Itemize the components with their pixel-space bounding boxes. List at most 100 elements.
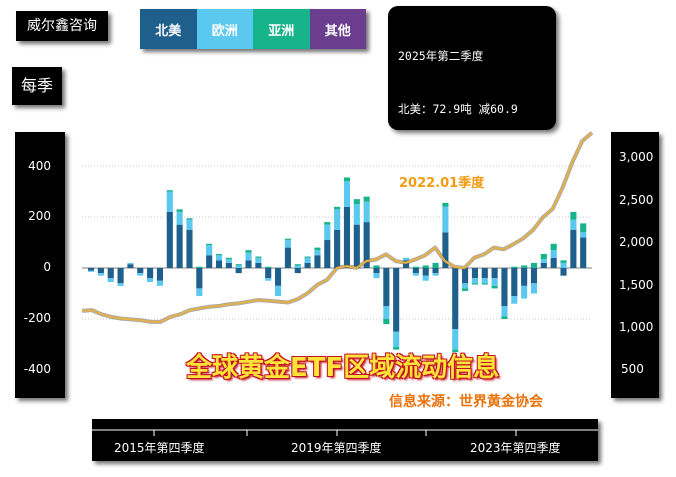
info-line: 欧洲：24.1吨 减13.7 [398,154,518,169]
source-label: 信息来源：世界黄金协会 [389,394,543,410]
bar-segment [422,275,429,281]
bottom-axis-panel: 2015年第四季度 2019年第四季度 2023年第四季度 [92,419,598,461]
bar-segment [255,257,262,263]
left-tick: 0 [43,260,51,274]
bar-segment [166,190,173,192]
bar-segment [442,202,449,207]
bar-segment [511,266,518,268]
right-tick: 2,500 [619,193,654,207]
bar-segment [137,268,144,274]
bar-segment [412,268,419,274]
info-line: 北美：72.9吨 减60.9 [398,101,518,116]
bar-segment [560,262,567,268]
right-tick: 2,000 [619,235,654,249]
bar-segment [353,204,360,225]
right-tick: 1,500 [619,278,654,292]
bar-segment [580,232,587,238]
bar-segment [481,278,488,284]
bar-segment [156,268,164,281]
bar-segment [206,243,213,246]
bar-segment [206,255,213,268]
legend-item-europe: 欧洲 [196,9,253,49]
bar-segment [412,273,419,276]
bar-segment [491,278,498,286]
bar-segment [265,268,272,279]
bar-segment [540,253,547,260]
bar-segment [275,268,282,286]
x-tick: 2015年第四季度 [114,441,205,455]
left-axis-panel: 400 200 0 -200 -400 [15,132,65,398]
bar-segment [550,257,557,268]
bar-segment [225,259,232,263]
bar-segment [107,278,114,283]
bar-segment [196,288,203,297]
bar-segment [245,260,252,268]
left-tick: -400 [23,362,51,376]
bar-segment [176,224,183,268]
bar-segment [363,222,370,268]
bar-segment [284,239,291,248]
bar-segment [442,232,449,268]
bar-segment [186,219,193,230]
bar-segment [255,262,262,268]
bar-segment [383,306,390,319]
legend-item-asia: 亚洲 [253,9,310,49]
bar-segment [294,264,301,266]
bar-segment [343,181,351,207]
bar-segment [156,280,164,286]
bar-segment [540,259,547,263]
bar-segment [501,316,508,319]
bar-segment [363,196,370,202]
bar-segment [117,268,124,284]
legend-item-north-america: 北美 [140,9,197,49]
bar-segment [462,283,469,289]
bar-segment [97,268,104,274]
bar-segment [540,262,547,268]
bar-segment [294,268,301,274]
bar-segment [373,273,380,279]
bar-segment [186,218,193,220]
bar-segment [402,257,410,261]
x-tick: 2023年第四季度 [470,441,561,455]
bar-segment [353,199,360,205]
bar-segment [471,278,478,284]
bar-segment [196,266,203,268]
period-label: 每季 [12,67,62,105]
bar-segment [530,262,538,268]
right-tick: 500 [621,362,644,376]
bar-segment [560,268,567,276]
bar-segment [511,296,518,304]
bar-segment [255,256,262,258]
right-tick: 1,000 [619,320,654,334]
left-tick: 200 [28,209,51,223]
bar-segment [265,278,272,281]
bar-segment [511,268,518,297]
bar-segment [215,255,223,261]
bar-segment [570,229,577,268]
bar-segment [88,268,95,271]
bar-segment [215,253,223,256]
bar-segment [235,264,242,266]
chart-title: 全球黄金ETF区域流动信息 [186,353,500,383]
info-line: 总量：170.5吨 减56.1 [398,313,525,328]
bar-segment [88,270,95,272]
x-tick: 2019年第四季度 [291,441,382,455]
bar-segment [491,285,498,289]
bar-segment [422,265,429,268]
bar-segment [107,268,114,279]
bar-segment [97,273,104,276]
bar-segment [176,211,183,225]
legend: 北美 欧洲 亚洲 其他 [140,9,366,49]
bar-segment [245,252,252,261]
left-tick: -200 [23,311,51,325]
bar-segment [501,268,508,307]
bar-segment [186,229,193,268]
right-axis-panel: 3,000 2,500 2,000 1,500 1,000 500 [611,132,659,398]
bar-segment [432,268,439,274]
bar-segment [235,265,242,268]
bar-segment [432,262,439,268]
bar-segment [550,243,557,251]
bar-segment [343,177,351,182]
bar-segment [334,209,341,230]
